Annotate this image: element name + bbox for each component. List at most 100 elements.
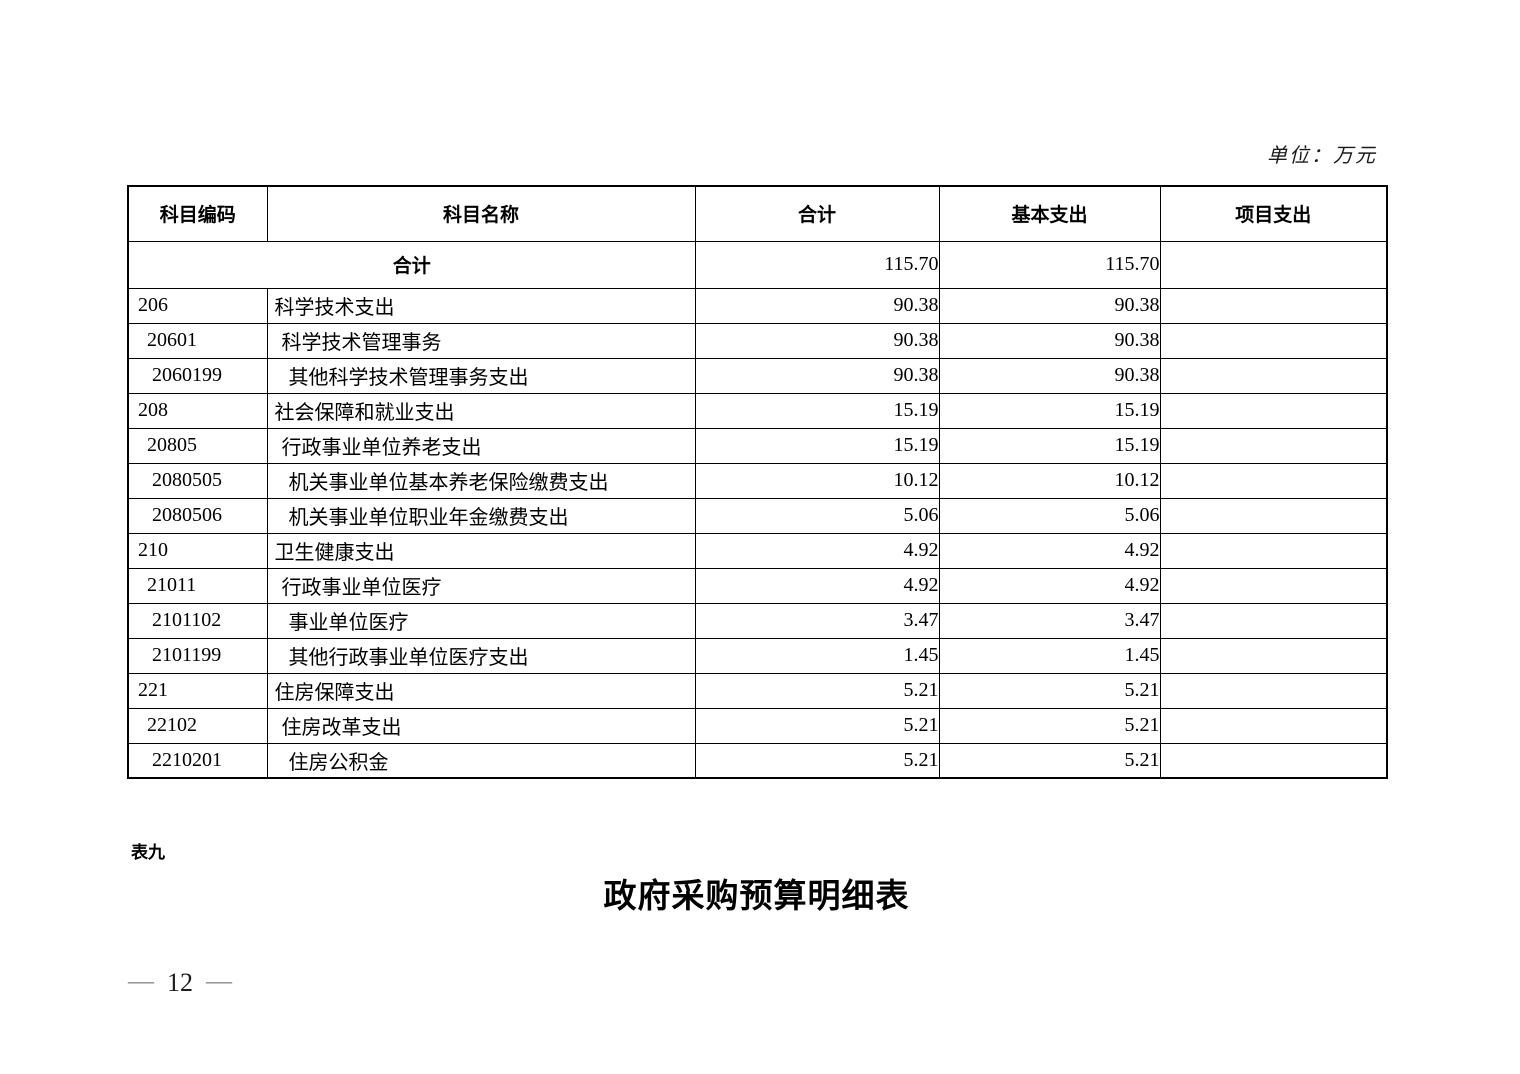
project-cell — [1159, 392, 1388, 429]
basic-cell: 5.21 — [938, 742, 1161, 779]
name-cell: 其他行政事业单位医疗支出 — [266, 637, 696, 674]
page-number-dash-left: — — [128, 966, 154, 995]
name-cell: 住房改革支出 — [266, 707, 696, 744]
project-cell — [1159, 322, 1388, 359]
total-cell: 90.38 — [694, 322, 940, 359]
basic-cell: 5.21 — [938, 707, 1161, 744]
total-cell: 5.21 — [694, 742, 940, 779]
table-row: 20805 行政事业单位养老支出 15.19 15.19 — [127, 427, 1388, 464]
budget-table: 科目编码 科目名称 合计 基本支出 项目支出 合计 115.70 115.70 … — [127, 185, 1388, 779]
table-row: 22102 住房改革支出 5.21 5.21 — [127, 707, 1388, 744]
total-label-cell: 合计 — [127, 240, 696, 289]
name-cell: 行政事业单位医疗 — [266, 567, 696, 604]
header-cell-basic: 基本支出 — [938, 185, 1161, 242]
basic-cell: 90.38 — [938, 357, 1161, 394]
table-row: 21011 行政事业单位医疗 4.92 4.92 — [127, 567, 1388, 604]
header-cell-code: 科目编码 — [127, 185, 268, 242]
name-cell: 机关事业单位职业年金缴费支出 — [266, 497, 696, 534]
total-cell: 15.19 — [694, 427, 940, 464]
name-cell: 社会保障和就业支出 — [266, 392, 696, 429]
basic-cell: 5.21 — [938, 672, 1161, 709]
code-cell: 2060199 — [127, 357, 268, 394]
page-number: — 12 — — [128, 966, 232, 998]
total-cell: 4.92 — [694, 532, 940, 569]
project-cell — [1159, 462, 1388, 499]
basic-cell: 5.06 — [938, 497, 1161, 534]
table-row: 2080505 机关事业单位基本养老保险缴费支出 10.12 10.12 — [127, 462, 1388, 499]
project-cell — [1159, 637, 1388, 674]
name-cell: 住房保障支出 — [266, 672, 696, 709]
code-cell: 210 — [127, 532, 268, 569]
table-row: 206 科学技术支出 90.38 90.38 — [127, 287, 1388, 324]
total-cell: 3.47 — [694, 602, 940, 639]
name-cell: 科学技术支出 — [266, 287, 696, 324]
name-cell: 科学技术管理事务 — [266, 322, 696, 359]
page-number-dash-right: — — [206, 966, 232, 995]
name-cell: 事业单位医疗 — [266, 602, 696, 639]
total-basic-cell: 115.70 — [938, 240, 1161, 289]
total-cell: 1.45 — [694, 637, 940, 674]
page-number-value: 12 — [167, 968, 193, 997]
table-tag: 表九 — [131, 843, 165, 862]
unit-label: 单位：万元 — [1267, 145, 1377, 167]
table-row: 221 住房保障支出 5.21 5.21 — [127, 672, 1388, 709]
project-cell — [1159, 742, 1388, 779]
total-row: 合计 115.70 115.70 — [127, 240, 1388, 289]
total-cell: 90.38 — [694, 287, 940, 324]
code-cell: 20601 — [127, 322, 268, 359]
total-sum-cell: 115.70 — [694, 240, 940, 289]
code-cell: 2210201 — [127, 742, 268, 779]
name-cell: 机关事业单位基本养老保险缴费支出 — [266, 462, 696, 499]
code-cell: 20805 — [127, 427, 268, 464]
code-cell: 206 — [127, 287, 268, 324]
basic-cell: 3.47 — [938, 602, 1161, 639]
code-cell: 21011 — [127, 567, 268, 604]
table-body: 206 科学技术支出 90.38 90.38 20601 科学技术管理事务 90.38 90.… — [127, 287, 1388, 779]
code-cell: 2080505 — [127, 462, 268, 499]
table-row: 2101199 其他行政事业单位医疗支出 1.45 1.45 — [127, 637, 1388, 674]
project-cell — [1159, 497, 1388, 534]
basic-cell: 90.38 — [938, 322, 1161, 359]
table-row: 2060199 其他科学技术管理事务支出 90.38 90.38 — [127, 357, 1388, 394]
header-cell-name: 科目名称 — [266, 185, 696, 242]
total-cell: 5.21 — [694, 707, 940, 744]
total-cell: 15.19 — [694, 392, 940, 429]
table-header: 科目编码 科目名称 合计 基本支出 项目支出 — [127, 185, 1388, 242]
total-cell: 5.06 — [694, 497, 940, 534]
project-cell — [1159, 287, 1388, 324]
project-cell — [1159, 357, 1388, 394]
total-cell: 4.92 — [694, 567, 940, 604]
project-cell — [1159, 567, 1388, 604]
table-row: 2101102 事业单位医疗 3.47 3.47 — [127, 602, 1388, 639]
name-cell: 其他科学技术管理事务支出 — [266, 357, 696, 394]
table-row: 2210201 住房公积金 5.21 5.21 — [127, 742, 1388, 779]
total-project-cell — [1159, 240, 1388, 289]
total-cell: 5.21 — [694, 672, 940, 709]
total-cell: 90.38 — [694, 357, 940, 394]
name-cell: 卫生健康支出 — [266, 532, 696, 569]
table-row: 210 卫生健康支出 4.92 4.92 — [127, 532, 1388, 569]
basic-cell: 1.45 — [938, 637, 1161, 674]
total-cell: 10.12 — [694, 462, 940, 499]
basic-cell: 15.19 — [938, 392, 1161, 429]
basic-cell: 90.38 — [938, 287, 1161, 324]
code-cell: 221 — [127, 672, 268, 709]
name-cell: 住房公积金 — [266, 742, 696, 779]
code-cell: 2101199 — [127, 637, 268, 674]
code-cell: 208 — [127, 392, 268, 429]
basic-cell: 15.19 — [938, 427, 1161, 464]
table-row: 20601 科学技术管理事务 90.38 90.38 — [127, 322, 1388, 359]
project-cell — [1159, 672, 1388, 709]
basic-cell: 4.92 — [938, 567, 1161, 604]
header-cell-total: 合计 — [694, 185, 940, 242]
header-cell-project: 项目支出 — [1159, 185, 1388, 242]
project-cell — [1159, 427, 1388, 464]
basic-cell: 4.92 — [938, 532, 1161, 569]
header-row: 科目编码 科目名称 合计 基本支出 项目支出 — [127, 185, 1388, 242]
table-row: 2080506 机关事业单位职业年金缴费支出 5.06 5.06 — [127, 497, 1388, 534]
project-cell — [1159, 532, 1388, 569]
code-cell: 22102 — [127, 707, 268, 744]
table-row: 208 社会保障和就业支出 15.19 15.19 — [127, 392, 1388, 429]
code-cell: 2101102 — [127, 602, 268, 639]
